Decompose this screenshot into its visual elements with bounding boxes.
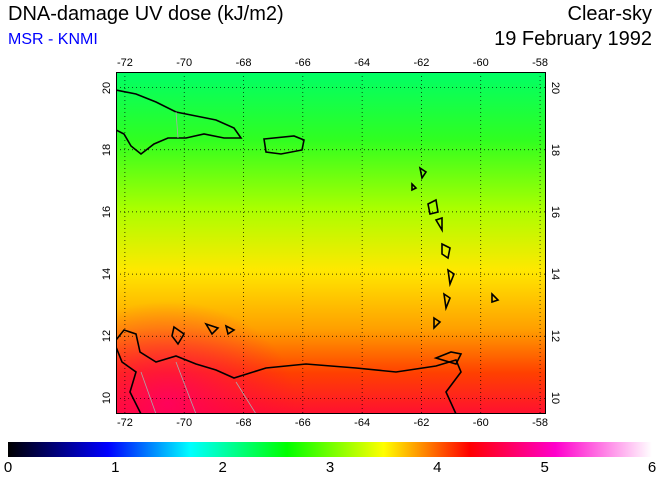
lon-tick-label: -70 — [176, 417, 193, 429]
lon-tick-label: -72 — [116, 57, 133, 69]
date-label: 19 February 1992 — [494, 28, 652, 50]
maracaibo-coast — [116, 346, 142, 414]
colorbar-tick-label: 1 — [111, 459, 120, 476]
colorbar — [8, 442, 652, 457]
lat-tick-label: 12 — [101, 330, 113, 343]
sky-condition-label: Clear-sky — [567, 3, 652, 25]
hispaniola-coast — [116, 89, 243, 156]
lat-tick-label: 18 — [101, 143, 113, 156]
colorbar-tick-label: 3 — [325, 459, 335, 476]
colorbar-tick-label: 2 — [218, 459, 227, 476]
lat-tick-label: 16 — [549, 205, 561, 219]
lon-tick-label: -68 — [235, 417, 252, 429]
lon-tick-label: -64 — [354, 417, 371, 429]
lat-tick-label: 10 — [101, 392, 113, 405]
colorbar-tick-label: 4 — [433, 459, 442, 476]
borders — [140, 111, 257, 414]
lon-tick-label: -68 — [235, 57, 252, 69]
coastlines — [116, 89, 500, 414]
trinidad-coast — [433, 351, 463, 365]
lon-tick-label: -60 — [472, 57, 489, 69]
lat-tick-label: 12 — [549, 330, 561, 343]
lon-tick-label: -70 — [176, 57, 193, 69]
chart-title: DNA-damage UV dose (kJ/m2) — [8, 3, 284, 25]
lon-tick-label: -60 — [472, 417, 489, 429]
lon-tick-label: -64 — [354, 57, 371, 69]
dose-hotspot — [116, 72, 546, 414]
lat-tick-label: 14 — [549, 267, 561, 281]
lat-tick-label: 20 — [101, 81, 113, 94]
lon-tick-label: -58 — [532, 57, 549, 69]
abc-islands — [171, 322, 236, 346]
colorbar-tick-label: 0 — [3, 459, 13, 476]
lat-tick-label: 10 — [549, 392, 561, 405]
puerto-rico-coast — [263, 135, 305, 155]
lat-tick-label: 14 — [101, 267, 113, 281]
source-label: MSR - KNMI — [8, 31, 98, 48]
lat-tick-label: 16 — [101, 205, 113, 219]
colorbar-tick-label: 6 — [647, 459, 657, 476]
lon-tick-label: -58 — [532, 417, 549, 429]
lon-tick-label: -72 — [116, 417, 133, 429]
lon-tick-label: -66 — [294, 57, 311, 69]
lon-tick-label: -62 — [413, 57, 430, 69]
lon-tick-label: -62 — [413, 417, 430, 429]
uv-dose-map — [116, 72, 546, 414]
lat-tick-label: 20 — [549, 81, 561, 94]
graticule — [116, 72, 546, 414]
lat-tick-label: 18 — [549, 143, 561, 156]
colorbar-tick-label: 5 — [540, 459, 549, 476]
lon-tick-label: -66 — [294, 417, 311, 429]
lesser-antilles — [411, 166, 500, 330]
